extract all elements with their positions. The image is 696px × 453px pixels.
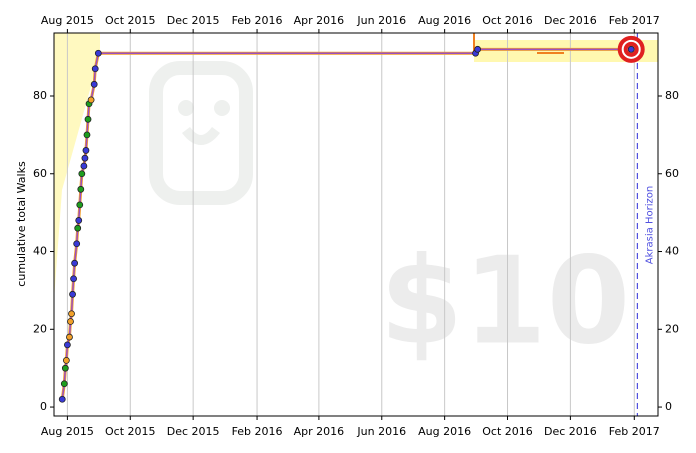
x-tick-label: Dec 2016 [544,14,597,27]
data-point [78,170,86,178]
data-point [68,310,75,318]
data-point [70,275,77,283]
data-point [66,333,73,341]
data-point [80,162,88,170]
data-point [58,395,66,403]
data-point [90,80,98,88]
x-tick-label: Aug 2016 [418,425,471,438]
akrasia-horizon-label: Akrasia Horizon [644,186,655,264]
y-tick-label: 20 [33,322,47,335]
data-point [60,380,68,388]
x-tick-label: Dec 2016 [544,425,597,438]
data-point [91,65,99,73]
y-tick-label: 40 [665,245,679,258]
road-band [474,40,658,62]
x-tick-label: Feb 2017 [609,14,660,27]
x-tick-label: Feb 2017 [609,425,660,438]
smiley-watermark [149,61,253,205]
y-tick-label: 0 [40,400,47,413]
plot-frame [53,32,659,417]
x-tick-label: Jun 2016 [356,425,406,438]
x-tick-label: Dec 2015 [167,425,220,438]
data-point [627,45,635,53]
y-axis-label: cumulative total Walks [15,161,28,287]
data-point [62,356,70,364]
x-tick-label: Oct 2015 [105,425,156,438]
y-tick-label: 80 [665,89,679,102]
x-tick-label: Oct 2015 [105,14,156,27]
x-tick-label: Aug 2015 [41,14,94,27]
x-tick-label: Apr 2016 [294,14,345,27]
data-point [82,147,90,154]
data-point [75,217,83,224]
x-tick-label: Dec 2015 [167,14,220,27]
smiley-eye [214,100,230,116]
pledge-watermark: $10 [380,233,631,372]
smiley-eye [178,100,194,116]
x-tick-label: Oct 2016 [482,14,533,27]
data-point [83,131,91,139]
x-tick-label: Jun 2016 [356,14,406,27]
data-point [67,318,74,325]
x-tick-label: Aug 2016 [418,14,471,27]
x-tick-label: Oct 2016 [482,425,533,438]
data-point [74,224,82,232]
data-point [73,240,81,248]
data-point [71,259,79,267]
y-tick-label: 60 [33,167,47,180]
data-point [84,115,92,123]
data-point [81,154,89,162]
data-point [474,45,482,53]
data-point [76,201,84,209]
y-tick-label: 0 [665,400,672,413]
road-band [54,33,100,300]
data-point [69,290,76,298]
data-point [94,49,102,57]
x-tick-label: Feb 2016 [232,425,283,438]
y-tick-label: 60 [665,167,679,180]
y-tick-label: 80 [33,89,47,102]
x-tick-label: Aug 2015 [41,425,94,438]
y-tick-label: 40 [33,245,47,258]
x-tick-label: Apr 2016 [294,425,345,438]
data-point [61,364,69,372]
data-point [87,96,95,104]
data-point [63,341,71,349]
y-tick-label: 20 [665,322,679,335]
x-tick-label: Feb 2016 [232,14,283,27]
data-point [77,185,85,193]
